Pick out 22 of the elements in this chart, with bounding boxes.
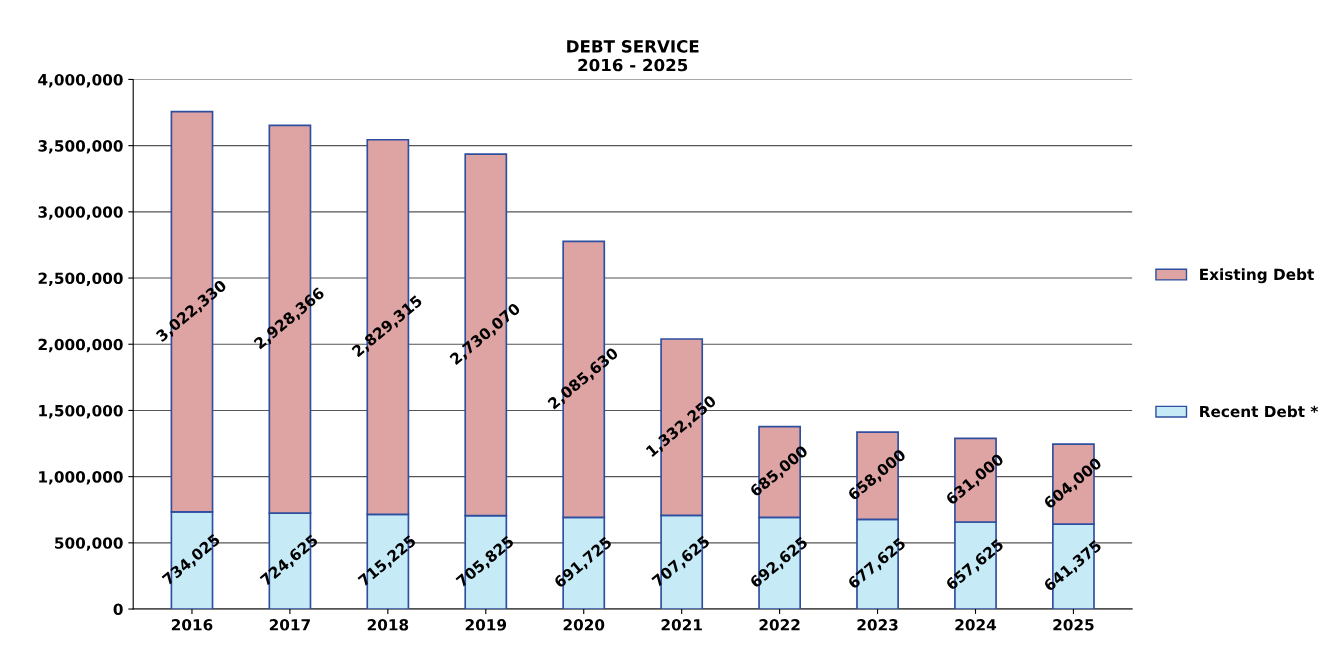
x-tick-label: 2022 <box>759 619 800 631</box>
x-tick-label: 2019 <box>465 619 507 631</box>
x-tick-label: 2021 <box>661 619 702 631</box>
y-tick-label: 0 <box>113 603 123 616</box>
x-tick-label: 2017 <box>269 619 310 631</box>
y-tick-label: 3,000,000 <box>38 206 123 220</box>
chart-title: DEBT SERVICE 2016 - 2025 <box>567 40 699 72</box>
y-tick-label: 3,500,000 <box>38 140 123 154</box>
y-tick-label: 1,500,000 <box>39 404 123 419</box>
x-tick-label: 2023 <box>857 619 898 631</box>
x-tick-label: 2025 <box>1053 619 1094 631</box>
y-tick-label: 4,000,000 <box>38 73 123 88</box>
y-tick-label: 500,000 <box>55 537 123 551</box>
x-tick-label: 2024 <box>955 619 997 631</box>
x-tick-label: 2020 <box>563 619 605 631</box>
x-tick-label: 2018 <box>367 619 409 631</box>
legend-label: Recent Debt * <box>1200 405 1319 418</box>
legend-label: Existing Debt <box>1200 268 1314 284</box>
y-tick-label: 1,000,000 <box>39 471 123 485</box>
y-tick-label: 2,000,000 <box>38 338 123 353</box>
y-tick-label: 2,500,000 <box>38 272 123 287</box>
x-tick-label: 2016 <box>171 619 213 631</box>
